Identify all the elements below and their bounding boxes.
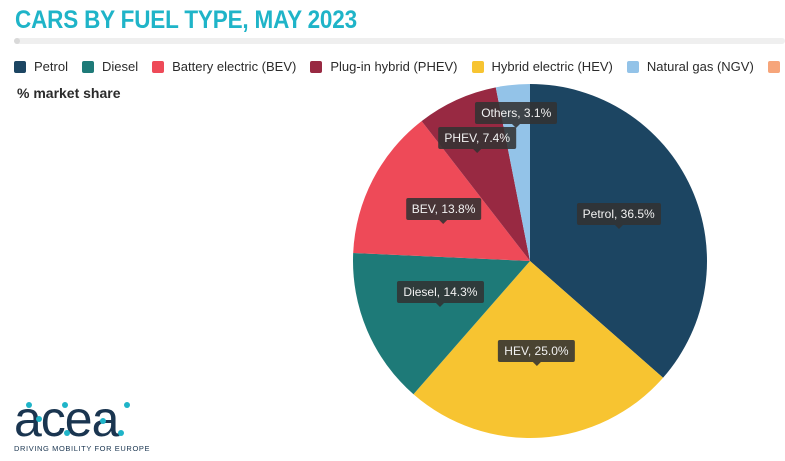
legend-label: Battery electric (BEV) bbox=[172, 59, 297, 74]
legend-swatch-icon bbox=[14, 60, 26, 73]
slice-label-others: Others, 3.1% bbox=[475, 102, 558, 129]
chart-legend: Petrol Diesel Battery electric (BEV) Plu… bbox=[14, 59, 785, 74]
logo-tagline: DRIVING MOBILITY FOR EUROPE bbox=[14, 444, 151, 453]
legend-item-ngv[interactable]: Natural gas (NGV) bbox=[626, 59, 754, 74]
slice-label-phev: PHEV, 7.4% bbox=[438, 126, 517, 153]
logo-accent-dot-icon bbox=[26, 402, 32, 408]
slice-label-hev: HEV, 25.0% bbox=[498, 340, 575, 367]
slice-label-petrol: Petrol, 36.5% bbox=[576, 202, 661, 229]
legend-swatch-icon bbox=[471, 60, 484, 73]
pie-slice-bev[interactable] bbox=[353, 121, 530, 261]
legend-label: Plug-in hybrid (PHEV) bbox=[330, 59, 458, 74]
legend-label: Hybrid electric (HEV) bbox=[491, 59, 613, 74]
logo-accent-dot-icon bbox=[100, 418, 106, 424]
slice-label-bev: BEV, 13.8% bbox=[405, 198, 482, 225]
legend-item-diesel[interactable]: Diesel bbox=[81, 59, 139, 74]
acea-logo: acea DRIVING MOBILITY FOR EUROPE bbox=[14, 394, 151, 453]
title-divider-dot bbox=[14, 38, 20, 44]
logo-accent-dot-icon bbox=[36, 416, 42, 422]
pie-slice-petrol[interactable] bbox=[530, 84, 707, 378]
chart-title: CARS BY FUEL TYPE, MAY 2023 bbox=[15, 6, 357, 34]
legend-label: Petrol bbox=[34, 59, 68, 74]
legend-item-bev[interactable]: Battery electric (BEV) bbox=[152, 59, 296, 74]
legend-swatch-icon bbox=[310, 60, 323, 73]
legend-label: Natural gas (NGV) bbox=[646, 59, 754, 74]
logo-accent-dot-icon bbox=[62, 402, 68, 408]
title-divider bbox=[14, 38, 785, 44]
logo-accent-dot-icon bbox=[64, 430, 70, 436]
legend-swatch-icon bbox=[767, 60, 780, 73]
slice-label-diesel: Diesel, 14.3% bbox=[397, 281, 484, 308]
logo-accent-dot-icon bbox=[118, 430, 124, 436]
legend-swatch-icon bbox=[81, 60, 94, 73]
legend-item-hev[interactable]: Hybrid electric (HEV) bbox=[471, 59, 613, 74]
legend-item-phev[interactable]: Plug-in hybrid (PHEV) bbox=[310, 59, 458, 74]
chart-subtitle: % market share bbox=[17, 85, 121, 101]
pie-slice-diesel[interactable] bbox=[353, 252, 530, 395]
logo-accent-dot-icon bbox=[124, 402, 130, 408]
legend-item-other[interactable]: Other bbox=[767, 59, 785, 74]
legend-swatch-icon bbox=[626, 60, 639, 73]
legend-label: Diesel bbox=[101, 59, 139, 74]
legend-item-petrol[interactable]: Petrol bbox=[14, 59, 68, 74]
legend-swatch-icon bbox=[152, 60, 165, 73]
